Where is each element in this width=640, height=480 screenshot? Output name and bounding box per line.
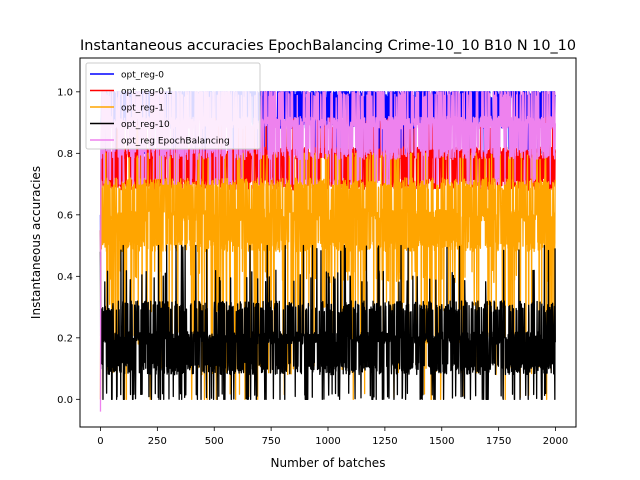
x-tick-label: 1500 [429,436,454,447]
y-tick-label: 0.8 [57,149,73,160]
y-tick-label: 0.4 [57,272,73,283]
x-axis-label: Number of batches [271,456,386,470]
x-tick-label: 1250 [372,436,397,447]
x-tick-label: 250 [148,436,167,447]
y-tick-label: 0.6 [57,210,73,221]
legend-entry-label: opt_reg EpochBalancing [121,136,230,146]
legend-entry-label: opt_reg-1 [121,103,164,113]
x-tick-label: 750 [262,436,281,447]
y-tick-label: 1.0 [57,87,73,98]
y-axis-label: Instantaneous accuracies [29,166,43,319]
y-tick-label: 0.0 [57,395,73,406]
legend-box [85,62,261,150]
legend: opt_reg-0 opt_reg-0.1 opt_reg-1 opt_reg-10o… [85,62,261,150]
series-line-opt-reg-1 [99,152,556,400]
y-axis: 0.0 0.2 0.4 0.6 0.8 1.0 [57,87,80,406]
legend-entry-label: opt_reg-10 [121,120,170,130]
legend-entry-label: opt_reg-0 [121,70,164,80]
y-tick-label: 0.2 [57,333,73,344]
x-tick-label: 2000 [543,436,568,447]
x-tick-label: 1000 [315,436,340,447]
x-axis: 0 250 500 750 1000 1250 1500 1750 2000 [97,427,568,447]
chart-title: Instantaneous accuracies EpochBalancing … [80,38,576,54]
x-tick-label: 500 [205,436,224,447]
x-tick-label: 1750 [486,436,511,447]
series-line-opt-reg-10 [99,244,556,400]
legend-entry-label: opt_reg-0.1 [121,87,173,97]
x-tick-label: 0 [97,436,103,447]
